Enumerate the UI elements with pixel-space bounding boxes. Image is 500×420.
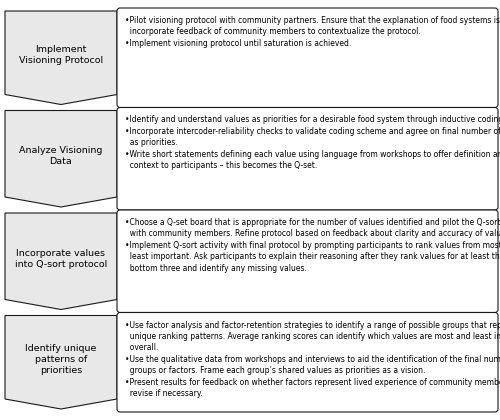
Text: Implement
Visioning Protocol: Implement Visioning Protocol [19, 45, 103, 65]
Polygon shape [5, 315, 117, 409]
Text: Analyze Visioning
Data: Analyze Visioning Data [20, 146, 102, 166]
FancyBboxPatch shape [117, 108, 498, 210]
Text: Identify unique
patterns of
priorities: Identify unique patterns of priorities [26, 344, 97, 375]
FancyBboxPatch shape [117, 8, 498, 108]
FancyBboxPatch shape [117, 312, 498, 412]
Text: •Pilot visioning protocol with community partners. Ensure that the explanation o: •Pilot visioning protocol with community… [125, 16, 500, 48]
Text: •Choose a Q-set board that is appropriate for the number of values identified an: •Choose a Q-set board that is appropriat… [125, 218, 500, 273]
FancyBboxPatch shape [117, 210, 498, 312]
Text: Incorporate values
into Q-sort protocol: Incorporate values into Q-sort protocol [15, 249, 107, 269]
Polygon shape [5, 110, 117, 207]
Text: •Identify and understand values as priorities for a desirable food system throug: •Identify and understand values as prior… [125, 116, 500, 170]
Polygon shape [5, 213, 117, 310]
Text: •Use factor analysis and factor-retention strategies to identify a range of poss: •Use factor analysis and factor-retentio… [125, 320, 500, 398]
Polygon shape [5, 11, 117, 105]
